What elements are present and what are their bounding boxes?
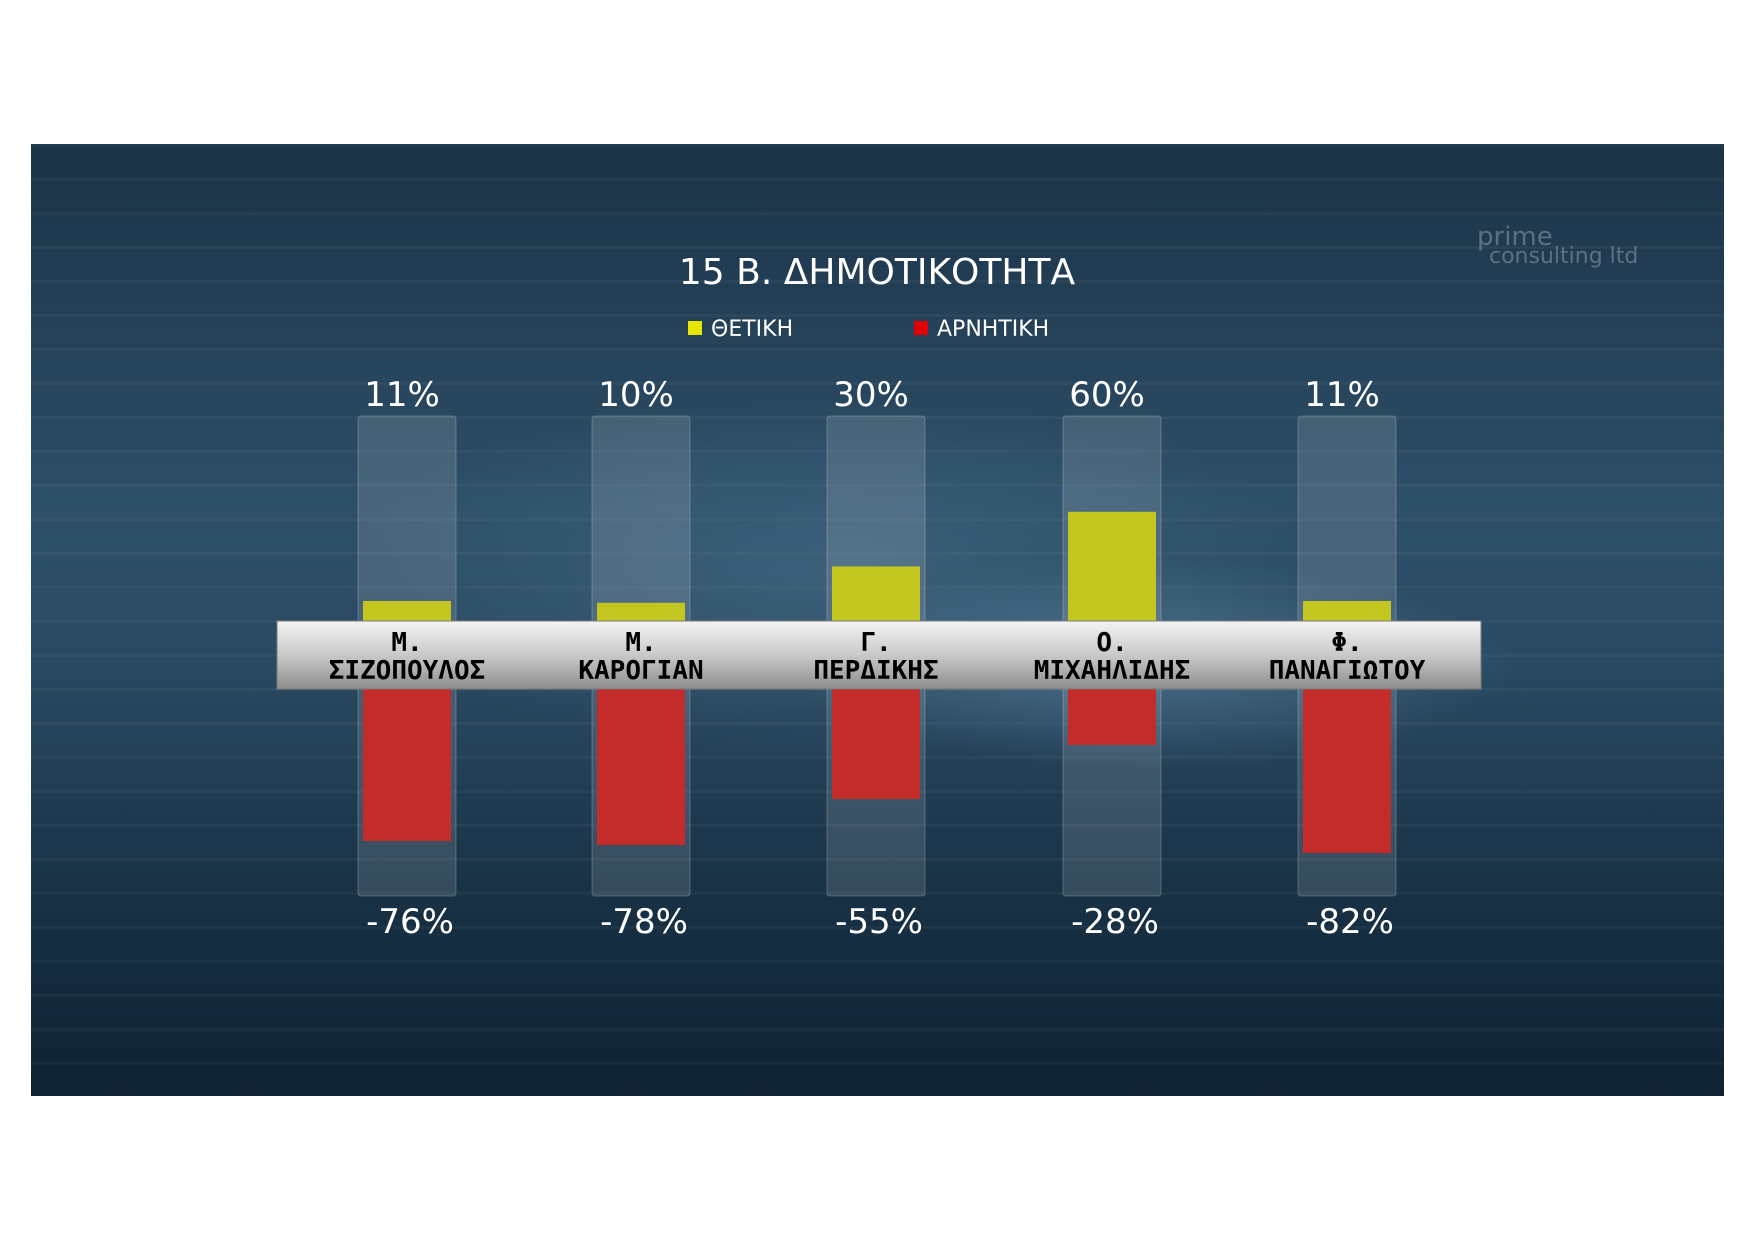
watermark-line1: prime [1477, 222, 1553, 252]
data-label-positive: 60% [1069, 375, 1145, 415]
chart-panel: prime consulting ltd 15 Β. ΔΗΜΟΤΙΚΟΤΗΤΑ … [31, 144, 1724, 1096]
data-label-negative: -78% [600, 902, 688, 942]
bar-negative [1303, 689, 1391, 853]
data-label-negative: -82% [1306, 902, 1394, 942]
watermark: prime consulting ltd [1477, 222, 1638, 269]
candidate-surname: ΜΙΧΑΗΛΙΔΗΣ [1034, 656, 1191, 686]
bar-negative [832, 689, 920, 799]
candidate-surname: ΣΙΖΟΠΟΥΛΟΣ [329, 656, 486, 686]
name-band [276, 620, 1482, 690]
data-label-negative: -76% [366, 902, 454, 942]
value-labels: 11% -76% 10% -78% 30% -55% 60% -28% 11% -82% [364, 375, 1394, 942]
candidate-surname: ΠΑΝΑΓΙΩΤΟΥ [1269, 656, 1426, 686]
data-label-positive: 30% [833, 375, 909, 415]
candidate-names: Μ.ΣΙΖΟΠΟΥΛΟΣΜ.ΚΑΡΟΓΙΑΝΓ.ΠΕΡΔΙΚΗΣΟ.ΜΙΧΑΗΛ… [329, 628, 1426, 686]
candidate-initial: Μ. [391, 628, 422, 658]
bar-negative [597, 689, 685, 845]
data-label-negative: -55% [835, 902, 923, 942]
bars [363, 511, 1391, 853]
candidate-initial: Μ. [625, 628, 656, 658]
legend-swatch-negative [914, 321, 928, 335]
chart-svg: prime consulting ltd 15 Β. ΔΗΜΟΤΙΚΟΤΗΤΑ … [276, 222, 1638, 942]
legend: ΘΕΤΙΚΗ ΑΡΝΗΤΙΚΗ [688, 317, 1049, 342]
bar-positive [832, 566, 920, 621]
data-label-positive: 11% [1304, 375, 1380, 415]
bar-positive [363, 600, 451, 621]
bar-positive [597, 602, 685, 621]
legend-label-positive: ΘΕΤΙΚΗ [711, 317, 793, 342]
candidate-initial: Ο. [1096, 628, 1127, 658]
watermark-line2: consulting ltd [1489, 244, 1638, 269]
bar-positive [1068, 511, 1156, 621]
chart-title: 15 Β. ΔΗΜΟΤΙΚΟΤΗΤΑ [679, 252, 1076, 293]
data-label-positive: 11% [364, 375, 440, 415]
legend-label-negative: ΑΡΝΗΤΙΚΗ [937, 317, 1049, 342]
bar-positive [1303, 600, 1391, 621]
candidate-surname: ΠΕΡΔΙΚΗΣ [813, 656, 938, 686]
candidate-surname: ΚΑΡΟΓΙΑΝ [578, 656, 703, 686]
candidate-initial: Φ. [1331, 628, 1362, 658]
legend-swatch-positive [688, 321, 702, 335]
candidate-initial: Γ. [860, 628, 891, 658]
bar-negative [363, 689, 451, 841]
data-label-positive: 10% [598, 375, 674, 415]
bar-negative [1068, 689, 1156, 745]
data-label-negative: -28% [1071, 902, 1159, 942]
